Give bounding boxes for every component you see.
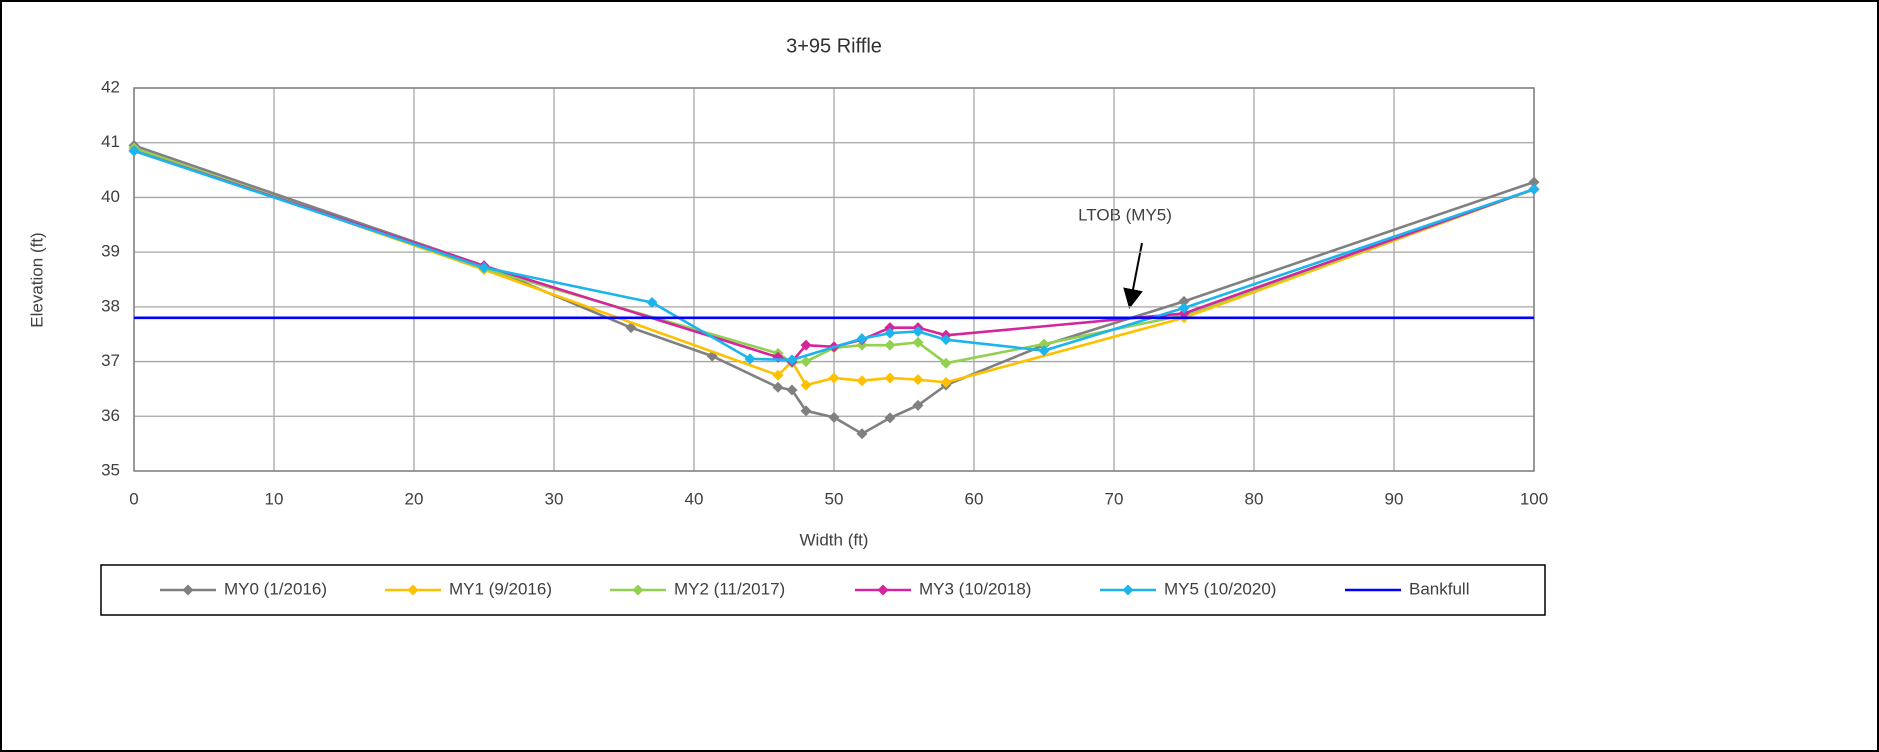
y-tick-label: 41 (101, 132, 120, 151)
x-axis-label: Width (ft) (800, 530, 869, 549)
data-point (1038, 338, 1050, 350)
data-point (786, 384, 798, 396)
legend-marker (407, 584, 419, 596)
data-point (646, 296, 658, 308)
x-tick-label: 90 (1385, 489, 1404, 508)
series-line (133, 149, 1535, 362)
data-point (478, 261, 490, 273)
data-point (884, 372, 896, 384)
legend-box (100, 564, 1546, 616)
y-tick-label: 37 (101, 351, 120, 370)
data-point (800, 379, 812, 391)
data-point (912, 399, 924, 411)
legend-marker (182, 584, 194, 596)
data-point (940, 334, 952, 346)
data-point (940, 376, 952, 388)
data-point (912, 325, 924, 337)
y-axis-label: Elevation (ft) (27, 232, 46, 327)
data-point (772, 381, 784, 393)
data-point (772, 369, 784, 381)
legend-marker (1122, 584, 1134, 596)
y-tick-label: 38 (101, 296, 120, 315)
data-point (884, 412, 896, 424)
legend-label: MY1 (9/2016) (449, 579, 552, 598)
data-point (128, 145, 140, 157)
x-tick-label: 20 (405, 489, 424, 508)
data-point (828, 372, 840, 384)
data-point (800, 356, 812, 368)
data-point (625, 322, 637, 334)
x-tick-label: 80 (1245, 489, 1264, 508)
data-point (912, 374, 924, 386)
data-point (912, 336, 924, 348)
data-point (856, 333, 868, 345)
legend-marker (877, 584, 889, 596)
data-point (1038, 345, 1050, 357)
data-point (856, 375, 868, 387)
data-point (1528, 183, 1540, 195)
data-point (800, 405, 812, 417)
data-point (744, 353, 756, 365)
data-point (1178, 295, 1190, 307)
chart-title: 3+95 Riffle (786, 35, 882, 57)
x-tick-label: 100 (1520, 489, 1548, 508)
y-tick-label: 35 (101, 460, 120, 479)
data-point (856, 428, 868, 440)
y-tick-label: 42 (101, 77, 120, 96)
data-point (1178, 302, 1190, 314)
data-point (884, 327, 896, 339)
x-tick-label: 40 (685, 489, 704, 508)
x-tick-label: 10 (265, 489, 284, 508)
x-tick-label: 70 (1105, 489, 1124, 508)
legend-label: MY5 (10/2020) (1164, 579, 1276, 598)
y-tick-label: 40 (101, 187, 120, 206)
annotation: LTOB (MY5) (1078, 205, 1172, 224)
data-point (786, 354, 798, 366)
data-point (800, 339, 812, 351)
data-point (828, 411, 840, 423)
x-tick-label: 0 (129, 489, 138, 508)
legend-label: MY0 (1/2016) (224, 579, 327, 598)
data-point (884, 339, 896, 351)
x-tick-label: 30 (545, 489, 564, 508)
data-point (1528, 176, 1540, 188)
legend-label: MY3 (10/2018) (919, 579, 1031, 598)
legend-marker (632, 584, 644, 596)
series-line (133, 146, 1535, 387)
data-point (940, 357, 952, 369)
y-tick-label: 39 (101, 242, 120, 261)
y-tick-label: 36 (101, 406, 120, 425)
legend-label: MY2 (11/2017) (674, 579, 785, 598)
annotation-arrow (1123, 242, 1143, 309)
x-tick-label: 60 (965, 489, 984, 508)
x-tick-label: 50 (825, 489, 844, 508)
plot-border (133, 87, 1535, 472)
legend-label: Bankfull (1409, 579, 1469, 598)
